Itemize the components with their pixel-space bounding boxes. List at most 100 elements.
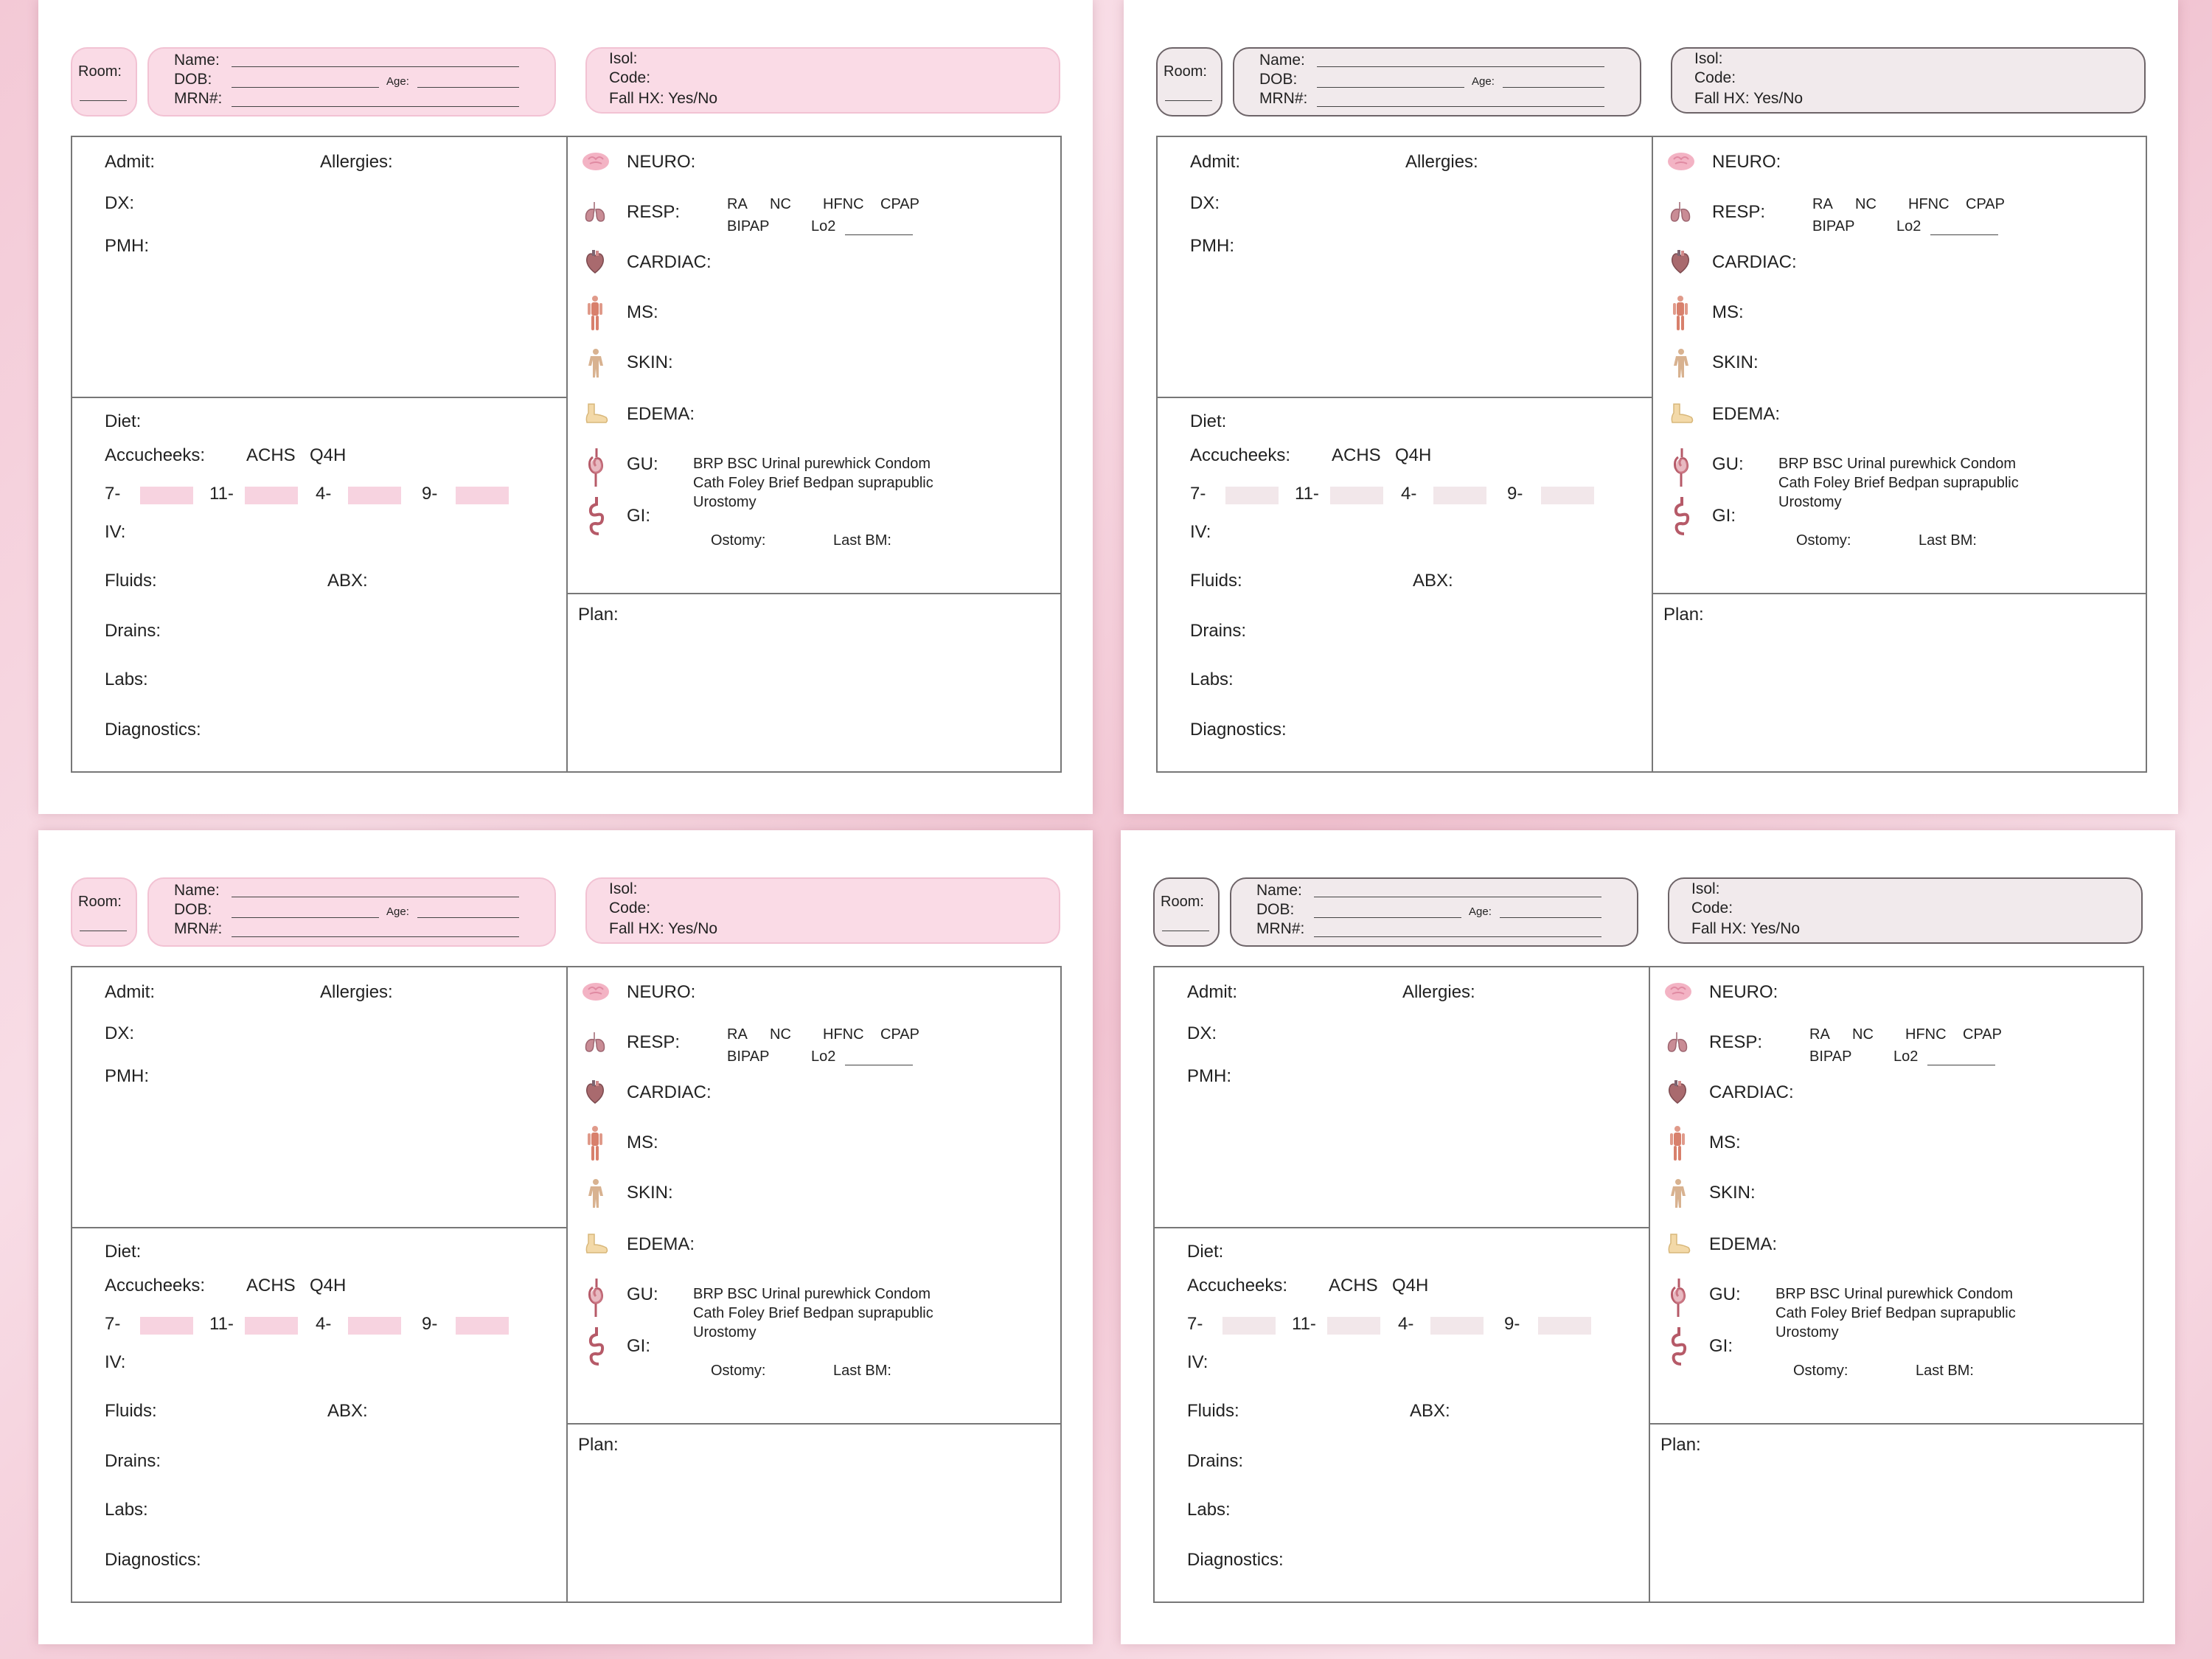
q4h-option[interactable]: Q4H	[310, 1276, 347, 1295]
q4h-option[interactable]: Q4H	[310, 445, 347, 465]
resp-hfnc-option[interactable]: HFNC	[823, 196, 864, 212]
resp-lo2-option[interactable]: Lo2	[811, 1048, 836, 1065]
gu-options-line1[interactable]: BRP BSC Urinal purewhick Condom	[1778, 456, 2016, 472]
resp-bipap-option[interactable]: BIPAP	[1809, 1048, 1852, 1065]
gu-options-line3[interactable]: Urostomy	[1778, 494, 1842, 510]
time-9-field[interactable]	[456, 1317, 509, 1335]
time-4-field[interactable]	[348, 487, 401, 504]
resp-hfnc-option[interactable]: HFNC	[1905, 1026, 1947, 1043]
allergies-label: Allergies:	[320, 982, 393, 1002]
gu-options-line2[interactable]: Cath Foley Brief Bedpan suprapublic	[693, 475, 933, 491]
mrn-label: MRN#:	[1259, 90, 1308, 107]
resp-cpap-option[interactable]: CPAP	[1966, 196, 2005, 212]
resp-label: RESP:	[1712, 202, 1766, 222]
gu-options-line1[interactable]: BRP BSC Urinal purewhick Condom	[1775, 1286, 2013, 1302]
time-11-field[interactable]	[1327, 1317, 1380, 1335]
time-11-field[interactable]	[1330, 487, 1383, 504]
resp-ra-option[interactable]: RA	[727, 196, 748, 212]
resp-ra-option[interactable]: RA	[1809, 1026, 1830, 1043]
q4h-option[interactable]: Q4H	[1392, 1276, 1429, 1295]
age-field[interactable]	[417, 917, 519, 918]
age-label: Age:	[1472, 75, 1495, 88]
foot-icon	[585, 1234, 608, 1253]
dob-field[interactable]	[232, 87, 379, 88]
q4h-option[interactable]: Q4H	[1395, 445, 1432, 465]
dob-field[interactable]	[1317, 87, 1464, 88]
foot-icon	[1671, 403, 1694, 423]
dob-field[interactable]	[232, 917, 379, 918]
time-4-field[interactable]	[1430, 1317, 1484, 1335]
gu-options-line1[interactable]: BRP BSC Urinal purewhick Condom	[693, 1286, 931, 1302]
iv-label: IV:	[1187, 1352, 1208, 1372]
gu-options-line3[interactable]: Urostomy	[693, 494, 757, 510]
gu-options-line1[interactable]: BRP BSC Urinal purewhick Condom	[693, 456, 931, 472]
resp-ra-option[interactable]: RA	[1812, 196, 1833, 212]
resp-cpap-option[interactable]: CPAP	[880, 196, 919, 212]
achs-option[interactable]: ACHS	[246, 1276, 296, 1295]
gu-options-line2[interactable]: Cath Foley Brief Bedpan suprapublic	[693, 1305, 933, 1321]
age-field[interactable]	[417, 87, 519, 88]
room-field[interactable]	[80, 100, 127, 101]
room-label: Room:	[78, 63, 122, 80]
resp-label: RESP:	[627, 202, 681, 222]
drains-label: Drains:	[105, 1451, 161, 1471]
age-field[interactable]	[1503, 87, 1604, 88]
resp-nc-option[interactable]: NC	[770, 1026, 791, 1043]
gu-options-line2[interactable]: Cath Foley Brief Bedpan suprapublic	[1775, 1305, 2016, 1321]
muscle-body-icon	[1670, 1126, 1685, 1161]
resp-nc-option[interactable]: NC	[1855, 196, 1877, 212]
assessment-grid: Admit: Allergies: DX: PMH: Diet: Accuche…	[71, 966, 1062, 1603]
time-7-field[interactable]	[140, 487, 193, 504]
achs-option[interactable]: ACHS	[1329, 1276, 1378, 1295]
resp-bipap-option[interactable]: BIPAP	[727, 1048, 770, 1065]
room-field[interactable]	[1165, 100, 1212, 101]
name-field[interactable]	[232, 66, 519, 67]
ms-label: MS:	[627, 302, 658, 322]
accucheeks-label: Accucheeks:	[1190, 445, 1291, 465]
resp-lo2-option[interactable]: Lo2	[811, 218, 836, 234]
resp-bipap-option[interactable]: BIPAP	[727, 218, 770, 234]
resp-cpap-option[interactable]: CPAP	[1963, 1026, 2002, 1043]
time-7-field[interactable]	[1225, 487, 1279, 504]
resp-ra-option[interactable]: RA	[727, 1026, 748, 1043]
gu-options-line3[interactable]: Urostomy	[1775, 1324, 1839, 1340]
age-field[interactable]	[1500, 917, 1601, 918]
resp-bipap-option[interactable]: BIPAP	[1812, 218, 1855, 234]
time-9-field[interactable]	[456, 487, 509, 504]
dx-label: DX:	[105, 193, 135, 213]
mrn-field[interactable]	[232, 106, 519, 107]
mrn-field[interactable]	[232, 936, 519, 937]
time-7-field[interactable]	[1222, 1317, 1276, 1335]
resp-lo2-field[interactable]	[845, 234, 913, 235]
achs-option[interactable]: ACHS	[1332, 445, 1381, 465]
plan-label: Plan:	[1663, 605, 1704, 625]
gu-options-line2[interactable]: Cath Foley Brief Bedpan suprapublic	[1778, 475, 2019, 491]
dob-field[interactable]	[1314, 917, 1461, 918]
resp-hfnc-option[interactable]: HFNC	[823, 1026, 864, 1043]
time-9-field[interactable]	[1541, 487, 1594, 504]
resp-lo2-option[interactable]: Lo2	[1896, 218, 1921, 234]
resp-nc-option[interactable]: NC	[1852, 1026, 1874, 1043]
achs-option[interactable]: ACHS	[246, 445, 296, 465]
mrn-field[interactable]	[1317, 106, 1604, 107]
ms-label: MS:	[1709, 1133, 1741, 1152]
time-7-field[interactable]	[140, 1317, 193, 1335]
time-11-field[interactable]	[245, 487, 298, 504]
resp-hfnc-option[interactable]: HFNC	[1908, 196, 1950, 212]
time-11-field[interactable]	[245, 1317, 298, 1335]
skin-label: SKIN:	[1709, 1183, 1756, 1203]
mrn-field[interactable]	[1314, 936, 1601, 937]
resp-lo2-field[interactable]	[1930, 234, 1998, 235]
name-field[interactable]	[1317, 66, 1604, 67]
resp-nc-option[interactable]: NC	[770, 196, 791, 212]
time-9-field[interactable]	[1538, 1317, 1591, 1335]
isolation-box: Isol: Code: Fall HX: Yes/No	[1668, 877, 2143, 944]
resp-lo2-option[interactable]: Lo2	[1893, 1048, 1919, 1065]
cardiac-label: CARDIAC:	[1709, 1082, 1794, 1102]
time-4-field[interactable]	[1433, 487, 1486, 504]
gu-options-line3[interactable]: Urostomy	[693, 1324, 757, 1340]
time-4-field[interactable]	[348, 1317, 401, 1335]
patient-info-box: Name: DOB: Age: MRN#:	[147, 877, 556, 947]
resp-cpap-option[interactable]: CPAP	[880, 1026, 919, 1043]
ostomy-label: Ostomy:	[711, 1363, 766, 1379]
